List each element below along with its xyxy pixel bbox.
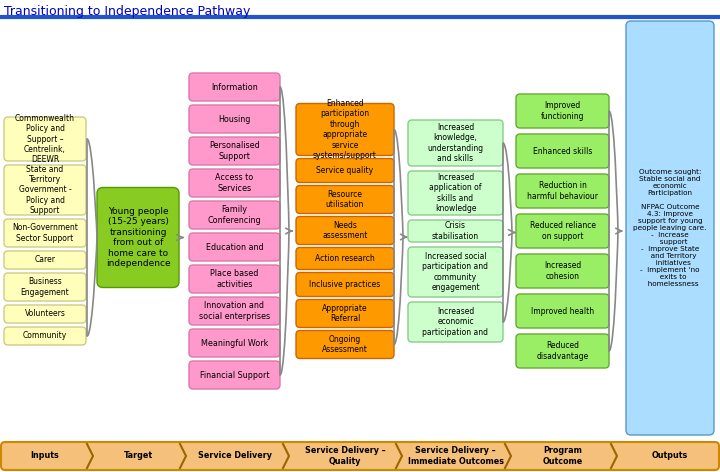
FancyBboxPatch shape — [516, 214, 609, 248]
FancyBboxPatch shape — [189, 297, 280, 325]
FancyBboxPatch shape — [516, 334, 609, 368]
Text: Education and: Education and — [206, 243, 264, 252]
Text: Non-Government
Sector Support: Non-Government Sector Support — [12, 223, 78, 243]
FancyBboxPatch shape — [516, 134, 609, 168]
Text: Enhanced
participation
through
appropriate
service
systems/support: Enhanced participation through appropria… — [313, 99, 377, 160]
FancyBboxPatch shape — [189, 73, 280, 101]
Text: Innovation and
social enterprises: Innovation and social enterprises — [199, 301, 270, 320]
Text: Financial Support: Financial Support — [199, 371, 269, 379]
Text: Young people
(15-25 years)
transitioning
from out of
home care to
independence: Young people (15-25 years) transitioning… — [106, 207, 171, 268]
FancyBboxPatch shape — [4, 251, 86, 269]
Text: Community: Community — [23, 331, 67, 340]
Text: Outcome sought:
Stable social and
economic
Participation

NFPAC Outcome
4.3: Imp: Outcome sought: Stable social and econom… — [634, 169, 707, 287]
FancyBboxPatch shape — [516, 254, 609, 288]
Text: Ongoing
Assessment: Ongoing Assessment — [322, 335, 368, 354]
Text: Place based
activities: Place based activities — [210, 270, 258, 289]
Text: Reduced
disadvantage: Reduced disadvantage — [536, 341, 589, 361]
Text: Enhanced skills: Enhanced skills — [533, 146, 592, 155]
Text: Appropriate
Referral: Appropriate Referral — [322, 304, 368, 323]
Text: Improved health: Improved health — [531, 306, 594, 315]
Text: Action research: Action research — [315, 254, 375, 263]
Text: State and
Territory
Government -
Policy and
Support: State and Territory Government - Policy … — [19, 165, 71, 215]
FancyBboxPatch shape — [189, 265, 280, 293]
FancyBboxPatch shape — [189, 201, 280, 229]
FancyBboxPatch shape — [4, 165, 86, 215]
Text: Family
Conferencing: Family Conferencing — [207, 205, 261, 225]
FancyBboxPatch shape — [408, 247, 503, 297]
FancyBboxPatch shape — [296, 185, 394, 213]
Text: Outputs: Outputs — [652, 452, 688, 461]
Text: Resource
utilisation: Resource utilisation — [326, 190, 364, 209]
Text: Increased social
participation and
community
engagement: Increased social participation and commu… — [423, 252, 488, 292]
FancyBboxPatch shape — [296, 159, 394, 183]
FancyBboxPatch shape — [296, 103, 394, 155]
FancyBboxPatch shape — [189, 105, 280, 133]
Text: Increased
knowledge,
understanding
and skills: Increased knowledge, understanding and s… — [428, 123, 484, 163]
Text: Service quality: Service quality — [316, 166, 374, 175]
Text: Transitioning to Independence Pathway: Transitioning to Independence Pathway — [4, 5, 251, 18]
Text: Program
Outcome: Program Outcome — [542, 447, 582, 466]
FancyBboxPatch shape — [296, 330, 394, 359]
Text: Increased
cohesion: Increased cohesion — [544, 261, 581, 281]
Text: Reduction in
harmful behaviour: Reduction in harmful behaviour — [527, 181, 598, 201]
FancyBboxPatch shape — [296, 272, 394, 296]
FancyBboxPatch shape — [189, 329, 280, 357]
FancyBboxPatch shape — [4, 305, 86, 323]
Text: Access to
Services: Access to Services — [215, 173, 253, 193]
Text: Reduced reliance
on support: Reduced reliance on support — [529, 221, 595, 241]
Text: Meaningful Work: Meaningful Work — [201, 338, 268, 347]
Text: Increased
application of
skills and
knowledge: Increased application of skills and know… — [429, 173, 482, 213]
FancyBboxPatch shape — [626, 21, 714, 435]
FancyBboxPatch shape — [4, 219, 86, 247]
FancyBboxPatch shape — [296, 217, 394, 244]
FancyBboxPatch shape — [189, 169, 280, 197]
Text: Target: Target — [123, 452, 153, 461]
Text: Information: Information — [211, 83, 258, 92]
FancyBboxPatch shape — [189, 233, 280, 261]
Text: Improved
functioning: Improved functioning — [541, 101, 584, 121]
Text: Personalised
Support: Personalised Support — [209, 141, 260, 160]
FancyBboxPatch shape — [516, 174, 609, 208]
FancyBboxPatch shape — [516, 94, 609, 128]
Text: Service Delivery: Service Delivery — [197, 452, 271, 461]
Text: Service Delivery –
Immediate Outcomes: Service Delivery – Immediate Outcomes — [408, 447, 503, 466]
FancyBboxPatch shape — [97, 187, 179, 287]
Text: Inputs: Inputs — [31, 452, 59, 461]
FancyBboxPatch shape — [516, 294, 609, 328]
FancyBboxPatch shape — [296, 247, 394, 270]
Text: Business
Engagement: Business Engagement — [21, 278, 69, 297]
FancyBboxPatch shape — [408, 120, 503, 166]
FancyBboxPatch shape — [189, 137, 280, 165]
FancyBboxPatch shape — [4, 327, 86, 345]
Text: Carer: Carer — [35, 255, 55, 264]
FancyBboxPatch shape — [408, 302, 503, 342]
Text: Needs
assessment: Needs assessment — [323, 221, 368, 240]
Text: Service Delivery –
Quality: Service Delivery – Quality — [305, 447, 385, 466]
Text: Commonwealth
Policy and
Support –
Centrelink,
DEEWR: Commonwealth Policy and Support – Centre… — [15, 114, 75, 164]
Text: Inclusive practices: Inclusive practices — [310, 280, 381, 289]
FancyBboxPatch shape — [408, 171, 503, 215]
FancyBboxPatch shape — [4, 117, 86, 161]
FancyBboxPatch shape — [4, 273, 86, 301]
FancyBboxPatch shape — [189, 361, 280, 389]
FancyBboxPatch shape — [408, 220, 503, 242]
Text: Increased
economic
participation and: Increased economic participation and — [423, 307, 488, 337]
Text: Volunteers: Volunteers — [24, 310, 66, 319]
Text: Crisis
stabilisation: Crisis stabilisation — [432, 221, 479, 241]
Text: Housing: Housing — [218, 115, 251, 124]
FancyBboxPatch shape — [296, 300, 394, 328]
FancyBboxPatch shape — [1, 442, 719, 470]
